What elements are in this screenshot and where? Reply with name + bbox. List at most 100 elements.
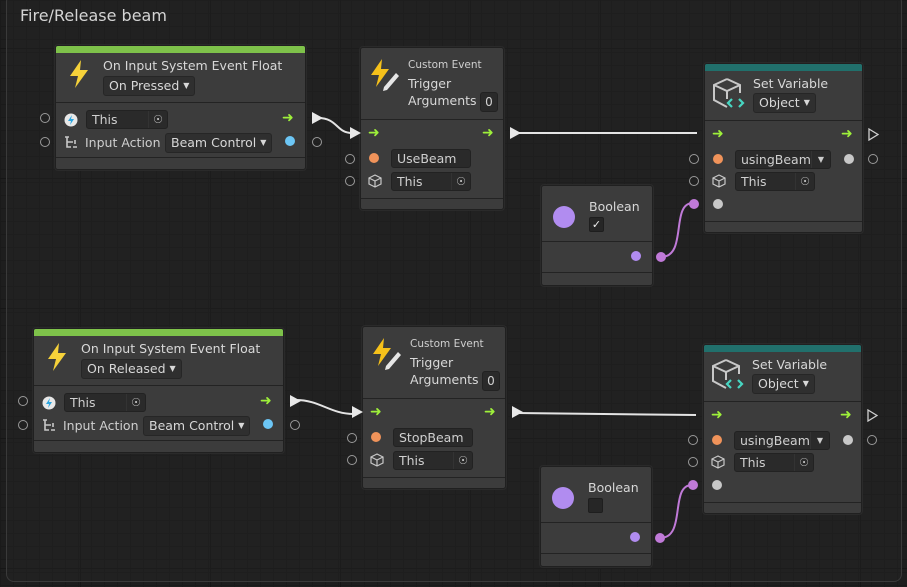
chevron-down-icon[interactable]: ▼ bbox=[811, 151, 830, 168]
value-output-port[interactable] bbox=[844, 154, 854, 164]
pressed-boolean-node[interactable]: Boolean ✓ bbox=[541, 185, 666, 286]
flow-output-port[interactable]: ➜ bbox=[484, 404, 496, 420]
flow-out-connector[interactable] bbox=[867, 409, 878, 422]
flow-out-connector[interactable] bbox=[868, 128, 879, 141]
node-title-line2: Arguments bbox=[410, 372, 479, 387]
target-field[interactable]: This ☉ bbox=[86, 110, 168, 129]
variable-name-field[interactable]: usingBeam ▼ bbox=[735, 150, 831, 169]
arguments-count-field[interactable]: 0 bbox=[482, 371, 500, 391]
float-output-port[interactable] bbox=[285, 136, 295, 146]
group-title[interactable]: Fire/Release beam bbox=[20, 6, 167, 25]
pressed-input-event-node[interactable]: On Input System Event Float On Pressed ▼ Th… bbox=[40, 45, 323, 170]
flow-input-port[interactable]: ➜ bbox=[711, 407, 723, 423]
pressed-set-variable-node[interactable]: Set Variable Object ▼ ➜ ➜ usingBeam ▼ This ☉ bbox=[689, 63, 879, 233]
flow-output-port[interactable]: ➜ bbox=[282, 110, 294, 126]
released-trigger-node[interactable]: Custom Event Trigger Arguments 0 ➜ ➜ StopBeam T… bbox=[347, 326, 523, 489]
target-connector[interactable] bbox=[345, 176, 355, 186]
flow-out-connector[interactable] bbox=[312, 112, 323, 124]
pressed-trigger-node[interactable]: Custom Event Trigger Arguments 0 ➜ ➜ UseBeam Th… bbox=[345, 47, 521, 210]
name-connector[interactable] bbox=[689, 154, 699, 164]
value-out-connector[interactable] bbox=[868, 154, 878, 164]
chevron-down-icon: ▼ bbox=[169, 364, 176, 373]
node-title: Set Variable bbox=[753, 76, 829, 91]
string-input-port[interactable] bbox=[713, 154, 723, 164]
input-action-icon bbox=[41, 417, 57, 436]
string-input-port[interactable] bbox=[369, 153, 379, 163]
input-action-dropdown[interactable]: Beam Control ▼ bbox=[165, 133, 273, 153]
target-field[interactable]: This ☉ bbox=[391, 172, 471, 191]
flow-out-connector[interactable] bbox=[512, 406, 523, 418]
target-picker-icon[interactable]: ☉ bbox=[451, 173, 470, 190]
float-out-connector[interactable] bbox=[290, 420, 300, 430]
target-field[interactable]: This ☉ bbox=[735, 172, 815, 191]
target-field[interactable]: This ☉ bbox=[64, 393, 146, 412]
target-connector[interactable] bbox=[689, 176, 699, 186]
input-action-connector[interactable] bbox=[40, 137, 50, 147]
arguments-count-field[interactable]: 0 bbox=[480, 92, 498, 112]
target-input-connector[interactable] bbox=[40, 113, 50, 123]
input-action-connector[interactable] bbox=[18, 420, 28, 430]
input-action-dropdown[interactable]: Beam Control ▼ bbox=[143, 416, 251, 436]
boolean-checkbox[interactable] bbox=[588, 498, 603, 513]
flow-in-connector[interactable] bbox=[352, 406, 363, 418]
name-connector[interactable] bbox=[347, 433, 357, 443]
value-input-port[interactable] bbox=[713, 199, 723, 209]
flow-output-port[interactable]: ➜ bbox=[840, 407, 852, 423]
string-input-port[interactable] bbox=[371, 432, 381, 442]
float-out-connector[interactable] bbox=[312, 137, 322, 147]
flow-input-port[interactable]: ➜ bbox=[370, 404, 382, 420]
name-connector[interactable] bbox=[688, 435, 698, 445]
bool-out-connector[interactable] bbox=[655, 533, 665, 543]
chevron-down-icon: ▼ bbox=[803, 98, 810, 107]
name-connector[interactable] bbox=[345, 154, 355, 164]
flow-out-connector[interactable] bbox=[510, 127, 521, 139]
variable-kind-dropdown[interactable]: Object ▼ bbox=[752, 374, 815, 394]
variable-kind-dropdown[interactable]: Object ▼ bbox=[753, 93, 816, 113]
value-in-connector[interactable] bbox=[688, 480, 698, 490]
divider bbox=[363, 398, 505, 399]
variable-name-field[interactable]: usingBeam ▼ bbox=[734, 431, 830, 450]
variable-color-bar bbox=[704, 345, 861, 352]
value-out-connector[interactable] bbox=[867, 435, 877, 445]
divider bbox=[704, 502, 861, 503]
flow-out-connector[interactable] bbox=[290, 395, 301, 407]
target-picker-icon[interactable]: ☉ bbox=[794, 454, 813, 471]
event-name-field[interactable]: StopBeam bbox=[393, 428, 473, 447]
value-output-port[interactable] bbox=[843, 435, 853, 445]
target-picker-icon[interactable]: ☉ bbox=[453, 452, 472, 469]
target-connector[interactable] bbox=[347, 455, 357, 465]
bool-output-port[interactable] bbox=[631, 251, 641, 261]
flow-input-port[interactable]: ➜ bbox=[368, 125, 380, 141]
released-input-event-node[interactable]: On Input System Event Float On Released ▼ T… bbox=[18, 328, 301, 453]
target-input-connector[interactable] bbox=[18, 396, 28, 406]
flow-output-port[interactable]: ➜ bbox=[841, 126, 853, 142]
flow-output-port[interactable]: ➜ bbox=[260, 393, 272, 409]
flow-input-port[interactable]: ➜ bbox=[712, 126, 724, 142]
string-input-port[interactable] bbox=[712, 435, 722, 445]
lightning-pencil-icon bbox=[370, 59, 400, 95]
divider bbox=[361, 119, 503, 120]
target-picker-icon[interactable]: ☉ bbox=[126, 394, 145, 411]
target-field[interactable]: This ☉ bbox=[734, 453, 814, 472]
bool-output-port[interactable] bbox=[630, 532, 640, 542]
float-output-port[interactable] bbox=[263, 419, 273, 429]
chevron-down-icon[interactable]: ▼ bbox=[810, 432, 829, 449]
flow-output-port[interactable]: ➜ bbox=[482, 125, 494, 141]
event-mode-dropdown[interactable]: On Pressed ▼ bbox=[103, 76, 196, 96]
event-name-field[interactable]: UseBeam bbox=[391, 149, 471, 168]
target-connector[interactable] bbox=[688, 457, 698, 467]
bool-out-connector[interactable] bbox=[656, 252, 666, 262]
boolean-checkbox[interactable]: ✓ bbox=[589, 217, 604, 232]
target-field[interactable]: This ☉ bbox=[393, 451, 473, 470]
event-mode-dropdown[interactable]: On Released ▼ bbox=[81, 359, 182, 379]
value-input-port[interactable] bbox=[712, 480, 722, 490]
target-picker-icon[interactable]: ☉ bbox=[148, 111, 167, 128]
released-boolean-node[interactable]: Boolean bbox=[540, 466, 665, 567]
variable-name-text: usingBeam bbox=[740, 433, 810, 448]
value-in-connector[interactable] bbox=[689, 199, 699, 209]
released-set-variable-node[interactable]: Set Variable Object ▼ ➜ ➜ usingBeam ▼ This ☉ bbox=[688, 344, 878, 514]
target-picker-icon[interactable]: ☉ bbox=[795, 173, 814, 190]
flow-in-connector[interactable] bbox=[350, 127, 361, 139]
